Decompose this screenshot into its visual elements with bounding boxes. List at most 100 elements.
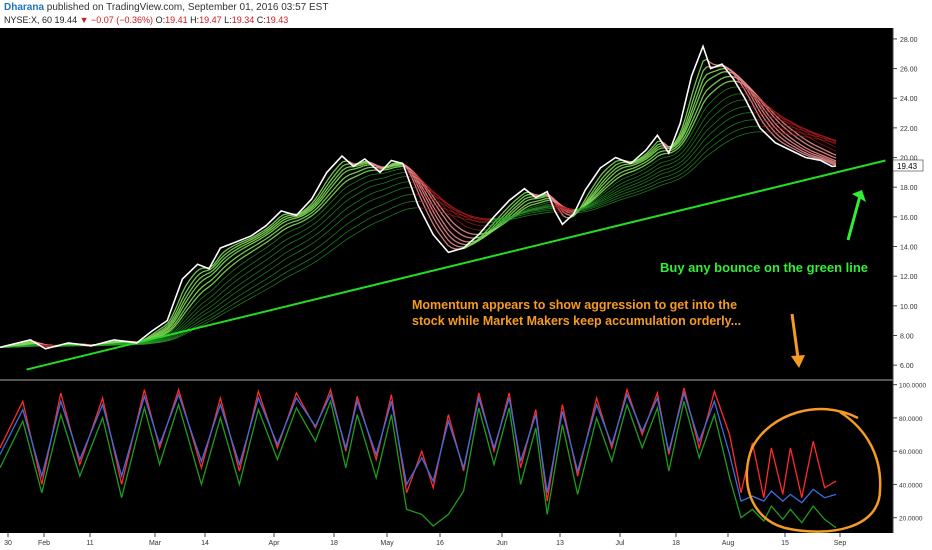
time-tick-label: Feb bbox=[38, 540, 50, 547]
last-price-badge: 19.43 bbox=[892, 159, 924, 172]
time-tick-label: Mar bbox=[149, 540, 162, 547]
ribbon-line bbox=[668, 71, 728, 150]
time-tick-label: 13 bbox=[556, 540, 564, 547]
oscillator-tick-label: 20.0000 bbox=[899, 516, 923, 523]
price-tick-label: 28.00 bbox=[900, 37, 918, 44]
time-tick-label: 18 bbox=[672, 540, 680, 547]
ribbon-line bbox=[573, 80, 735, 211]
ribbon-line bbox=[402, 165, 476, 236]
price-tick-label: 24.00 bbox=[900, 96, 918, 103]
open-value: 19.41 bbox=[165, 15, 188, 25]
ribbon-line bbox=[136, 163, 350, 343]
ribbon-line bbox=[573, 106, 749, 210]
author-link[interactable]: Dharana bbox=[4, 2, 45, 13]
orange-arrow bbox=[790, 313, 800, 359]
close-label: C: bbox=[256, 15, 266, 25]
ribbon-line bbox=[136, 166, 375, 343]
oscillator-tick-label: 80.0000 bbox=[899, 416, 923, 423]
chart-header: Dharana published on TradingView.com, Se… bbox=[0, 0, 932, 28]
ribbon-line bbox=[398, 162, 459, 250]
ribbon-line bbox=[136, 213, 291, 343]
ribbon-line bbox=[573, 99, 746, 210]
ribbon-line bbox=[573, 86, 739, 210]
chart-area[interactable]: 28.00 26.00 24.00 22.00 20.00 18.00 16.00 14.00… bbox=[0, 28, 932, 550]
oscillator-tick-label: 100.0000 bbox=[899, 383, 926, 390]
ribbon-line bbox=[52, 207, 417, 347]
oscillator-line-2 bbox=[0, 399, 837, 529]
close-value: 19.43 bbox=[265, 15, 289, 25]
ribbon-line bbox=[401, 162, 462, 248]
price-tick-label: 20.00 bbox=[900, 156, 918, 163]
ribbon-line bbox=[758, 125, 837, 142]
price-tick-label: 14.00 bbox=[900, 245, 918, 252]
oscillator-line-0 bbox=[0, 387, 837, 502]
last-price-label: 19.43 bbox=[897, 162, 918, 171]
green-annotation: Buy any bounce on the green line bbox=[660, 260, 868, 275]
ribbon-line bbox=[136, 169, 375, 344]
time-tick-label: 16 bbox=[436, 540, 444, 547]
oscillator-tick-label: 40.0000 bbox=[899, 482, 923, 489]
ribbon-line bbox=[552, 209, 574, 212]
time-tick-label: 15 bbox=[781, 540, 789, 547]
ribbon-line bbox=[667, 75, 732, 152]
ribbon-line bbox=[489, 209, 553, 221]
time-axis[interactable] bbox=[0, 533, 893, 550]
ribbon-line bbox=[573, 93, 742, 210]
oscillator-tick-label: 60.0000 bbox=[899, 449, 923, 456]
ribbon-line bbox=[412, 194, 490, 220]
panel-divider[interactable] bbox=[0, 379, 893, 381]
ribbon-line bbox=[573, 150, 665, 212]
price-series-line bbox=[0, 43, 837, 350]
time-tick-label: Sep bbox=[834, 540, 847, 547]
time-tick-label: 11 bbox=[86, 540, 93, 547]
price-tick-label: 26.00 bbox=[900, 67, 918, 74]
ribbon-line bbox=[402, 163, 466, 246]
ribbon-line bbox=[136, 168, 403, 344]
ribbon-line bbox=[668, 67, 725, 149]
ribbon-line bbox=[668, 66, 708, 148]
symbol-label[interactable]: NYSE:X, 60 bbox=[4, 15, 53, 25]
ribbon-line bbox=[752, 112, 837, 141]
high-label: H: bbox=[190, 15, 200, 25]
price-tick-label: 10.00 bbox=[900, 304, 918, 311]
support-trendline[interactable] bbox=[26, 159, 886, 371]
price-tick-label: 22.00 bbox=[900, 126, 918, 133]
orange-annotation-line2: stock while Market Makers keep accumulat… bbox=[412, 314, 741, 328]
ribbon-line bbox=[573, 145, 662, 214]
price-tick-label: 6.00 bbox=[900, 363, 914, 370]
orange-arrowhead bbox=[791, 355, 805, 368]
ribbon-line bbox=[136, 164, 371, 343]
open-label: O: bbox=[155, 15, 166, 25]
price-tick-label: 18.00 bbox=[900, 185, 918, 192]
time-tick-label: Apr bbox=[269, 540, 281, 547]
green-arrow bbox=[846, 195, 862, 241]
ribbon-line bbox=[0, 345, 39, 348]
ribbon-line bbox=[573, 147, 665, 213]
ohlc-line: NYSE:X, 60 19.44 ▼ −0.07 (−0.36%) O:19.4… bbox=[4, 15, 288, 25]
ribbon-line bbox=[573, 125, 759, 212]
ribbon-line bbox=[405, 172, 487, 227]
last-price: 19.44 bbox=[54, 15, 78, 25]
ribbon-line bbox=[384, 163, 403, 168]
ribbon-line bbox=[370, 164, 385, 168]
ribbon-line bbox=[552, 208, 574, 211]
low-value: 19.34 bbox=[231, 15, 255, 25]
ribbon-line bbox=[762, 131, 837, 144]
time-tick-label: Jul bbox=[616, 540, 625, 547]
ribbon-line bbox=[489, 208, 553, 220]
oscillator-tick-labels: 100.0000 80.0000 60.0000 40.0000 20.0000 bbox=[893, 383, 926, 523]
ribbon-line bbox=[552, 206, 574, 211]
price-tick-label: 12.00 bbox=[900, 274, 918, 281]
price-tick-labels: 28.00 26.00 24.00 22.00 20.00 18.00 16.00 14.00… bbox=[893, 37, 918, 370]
time-tick-label: 18 bbox=[330, 540, 338, 547]
price-axis[interactable] bbox=[893, 28, 932, 533]
time-tick-labels: 30 Feb 11 Mar 14 Apr 18 May 16 Jun 13 Jul 18 Aug 15 Sep bbox=[4, 533, 846, 547]
published-text: published on TradingView.com, September … bbox=[46, 2, 329, 13]
price-tick-label: 8.00 bbox=[900, 333, 914, 340]
ribbon-line bbox=[381, 165, 403, 171]
ribbon-line bbox=[730, 75, 837, 159]
ribbon-line bbox=[573, 119, 756, 211]
ribbon-line bbox=[755, 119, 837, 141]
time-tick-label: 14 bbox=[201, 540, 209, 547]
ribbon-line bbox=[629, 142, 662, 164]
